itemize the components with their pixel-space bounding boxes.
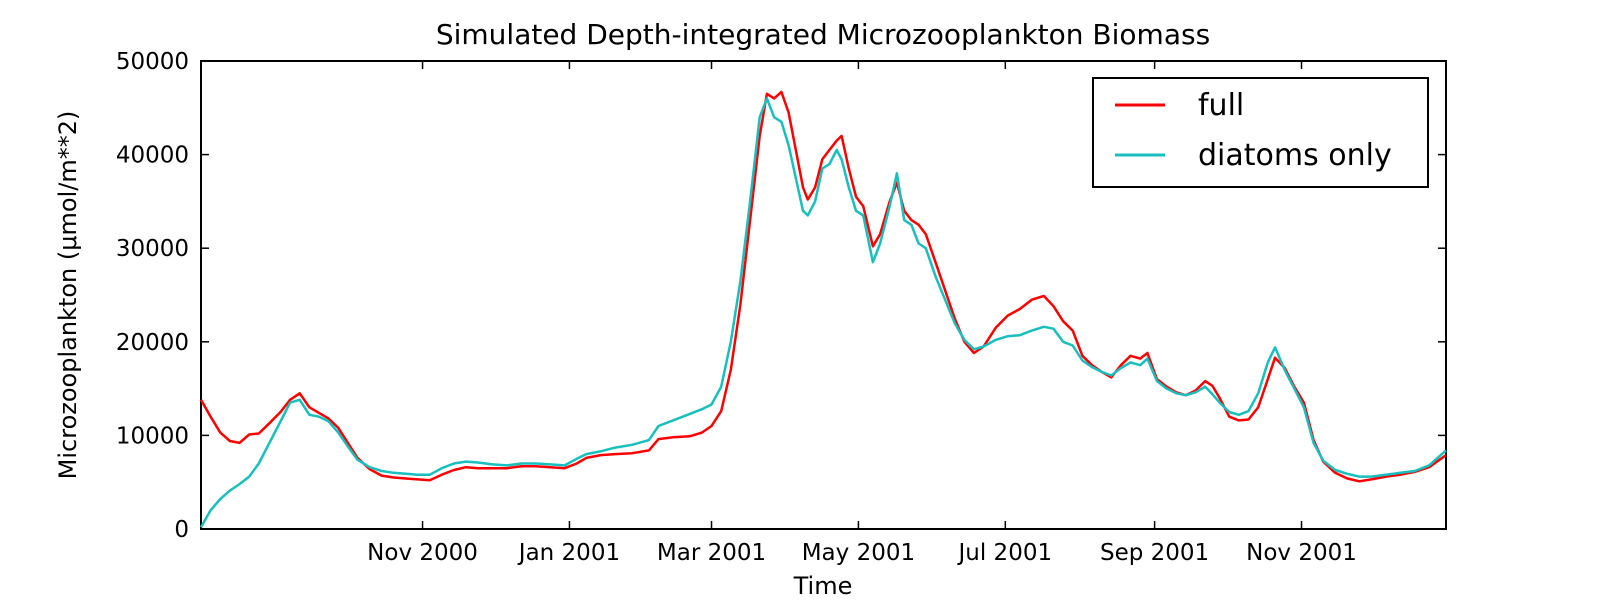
x-tick-label: Sep 2001 — [1100, 540, 1209, 566]
x-tick-label: May 2001 — [802, 540, 915, 566]
legend: full diatoms only — [1092, 77, 1429, 188]
chart-title: Simulated Depth-integrated Microzooplank… — [436, 18, 1210, 51]
legend-box — [1092, 77, 1429, 188]
x-tick-label: Nov 2001 — [1246, 540, 1357, 566]
plot-frame — [200, 60, 1447, 530]
y-tick-label: 40000 — [116, 143, 189, 169]
y-tick-label: 20000 — [116, 330, 189, 356]
x-tick-label: Jul 2001 — [957, 540, 1053, 566]
legend-label-full: full — [1198, 88, 1244, 123]
x-tick-label: Jan 2001 — [517, 540, 620, 566]
y-tick-label: 30000 — [116, 236, 189, 262]
y-tick-label: 50000 — [116, 49, 189, 75]
x-axis-label: Time — [793, 572, 853, 600]
series-lines — [199, 90, 1447, 528]
series-line-diatoms-only — [199, 97, 1447, 528]
legend-label-diatoms-only: diatoms only — [1198, 138, 1392, 173]
x-axis-ticks: Nov 2000 Jan 2001 Mar 2001 May 2001 Jul 2001… — [367, 61, 1357, 566]
x-tick-label: Nov 2000 — [367, 540, 478, 566]
y-axis-label: Microzooplankton (μmol/m**2) — [54, 111, 82, 480]
y-axis-ticks: 0 10000 20000 30000 40000 50000 — [116, 49, 1446, 543]
y-tick-label: 10000 — [116, 423, 189, 449]
x-tick-label: Mar 2001 — [657, 540, 766, 566]
y-tick-label: 0 — [174, 517, 189, 543]
series-line-full — [199, 90, 1447, 483]
